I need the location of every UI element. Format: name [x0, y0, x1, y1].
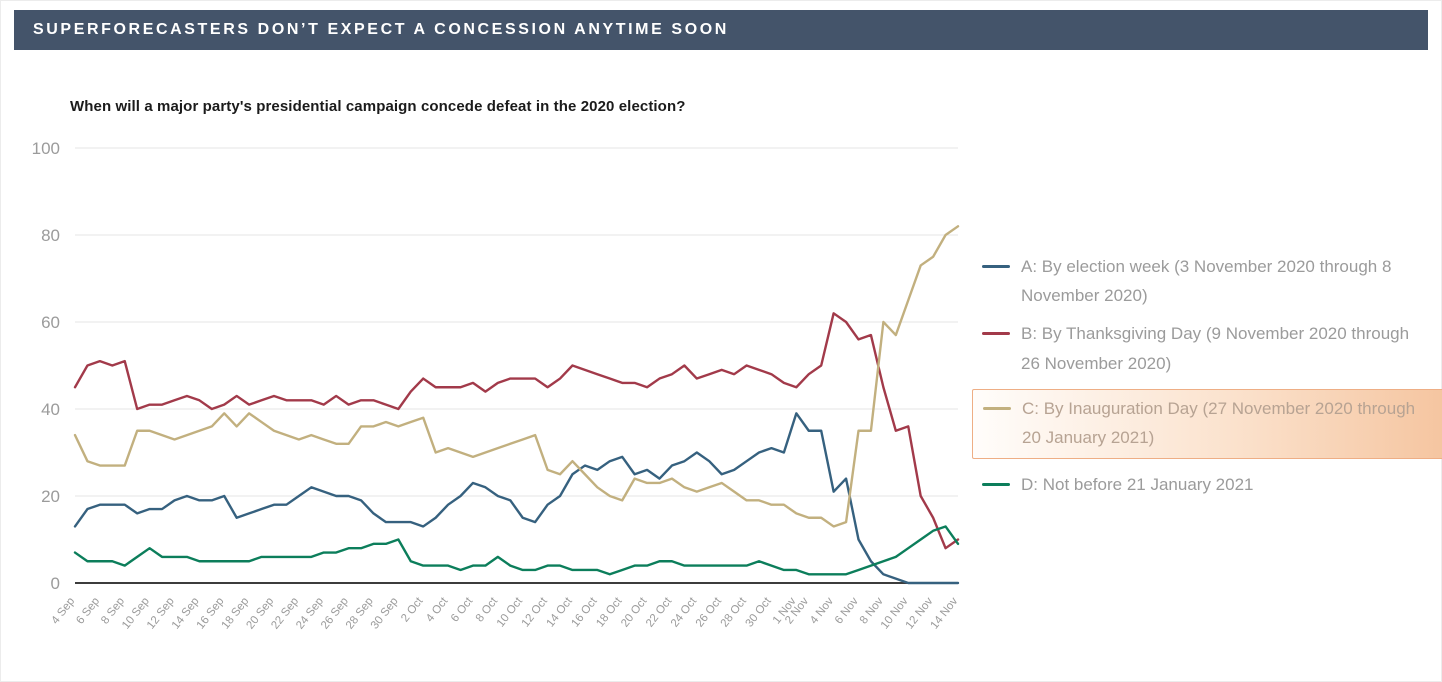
header-bar: SUPERFORECASTERS DON’T EXPECT A CONCESSI… — [14, 10, 1428, 50]
series-line-b — [73, 312, 960, 550]
legend-item-c[interactable]: C: By Inauguration Day (27 November 2020… — [972, 388, 1442, 460]
legend-swatch-d — [982, 483, 1010, 487]
x-axis-tick-label: 14 Nov — [928, 595, 960, 631]
legend-item-b[interactable]: B: By Thanksgiving Day (9 November 2020 … — [982, 319, 1434, 377]
x-axis-tick-label: 6 Nov — [833, 595, 861, 626]
x-axis-tick-label: 30 Oct — [743, 595, 774, 630]
legend-swatch-c — [983, 406, 1011, 410]
x-axis-tick-label: 4 Oct — [424, 595, 451, 625]
legend-item-a[interactable]: A: By election week (3 November 2020 thr… — [982, 252, 1434, 310]
header-title: SUPERFORECASTERS DON’T EXPECT A CONCESSI… — [33, 21, 729, 38]
x-axis-tick-label: 6 Sep — [74, 595, 102, 626]
chart-legend: A: By election week (3 November 2020 thr… — [972, 252, 1442, 500]
legend-swatch-a — [982, 265, 1010, 268]
legend-label-c: C: By Inauguration Day (27 November 2020… — [1022, 398, 1416, 448]
x-axis-tick-label: 4 Nov — [808, 595, 836, 626]
series-line-c — [73, 225, 960, 528]
x-axis-tick-label: 2 Oct — [399, 595, 426, 625]
legend-label-a: A: By election week (3 November 2020 thr… — [1021, 257, 1392, 306]
legend-label-b: B: By Thanksgiving Day (9 November 2020 … — [1021, 324, 1410, 373]
legend-swatch-b — [982, 332, 1010, 336]
series-line-a — [73, 412, 960, 585]
chart-area: 0 20 40 60 80 100 4 Sep 6 Sep 8 Sep 10 Sep 12 Sep 1… — [18, 128, 968, 673]
y-axis-tick-label: 80 — [41, 226, 60, 245]
y-axis-tick-label: 40 — [41, 400, 60, 419]
chart-title: When will a major party's presidential c… — [70, 98, 686, 115]
y-axis-tick-label: 60 — [41, 313, 60, 332]
legend-label-d: D: Not before 21 January 2021 — [1021, 475, 1254, 495]
y-axis-tick-label: 0 — [51, 574, 60, 593]
x-axis-tick-label: 6 Oct — [449, 595, 476, 625]
y-axis-tick-label: 100 — [32, 139, 60, 158]
x-axis-tick-label: 4 Sep — [49, 595, 77, 626]
series-line-d — [73, 525, 960, 576]
x-axis-tick-label: 30 Sep — [369, 595, 401, 631]
legend-item-d[interactable]: D: Not before 21 January 2021 — [982, 470, 1434, 499]
y-axis-tick-label: 20 — [41, 487, 60, 506]
